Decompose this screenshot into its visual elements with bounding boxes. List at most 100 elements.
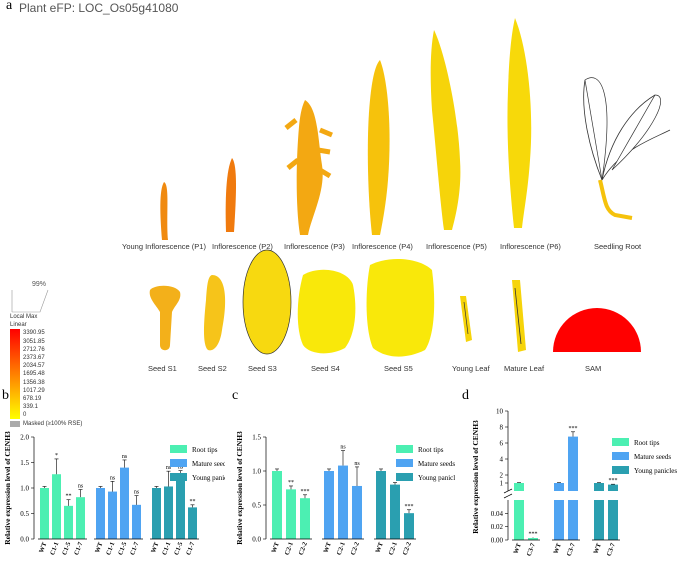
inflorescence-p5-shape	[430, 30, 461, 230]
seed-s5-shape	[366, 258, 435, 357]
inflorescence-p6-shape	[507, 18, 532, 228]
x-tick-label: C3-7	[606, 542, 617, 558]
x-tick-label: WT	[38, 541, 49, 554]
significance-label: ***	[609, 478, 618, 484]
y-axis-label: Relative expression level of CENH3	[471, 420, 480, 534]
x-tick-label: C2-2	[298, 541, 309, 556]
seedling-shoot-shape	[583, 79, 671, 181]
significance-label: ns	[122, 454, 128, 460]
significance-label: *	[55, 453, 58, 459]
legend-label: Root tips	[192, 446, 218, 454]
bar-lower	[568, 500, 578, 540]
sample-label: Mature Leaf	[504, 364, 545, 373]
legend-label: Young panicles	[192, 474, 225, 482]
seed-s3-shape	[242, 249, 292, 355]
bar	[132, 504, 141, 539]
legend-value: 1356.38	[23, 379, 45, 386]
sample-label: Seed S3	[248, 364, 277, 373]
sample-label: Young Inflorescence (P1)	[122, 242, 206, 251]
bar	[120, 467, 129, 539]
sample-label: Seed S2	[198, 364, 227, 373]
legend-label: Young panicles	[418, 474, 455, 482]
sample-label: Seed S1	[148, 364, 177, 373]
legend-value: 3390.95	[23, 330, 45, 337]
legend-swatch	[396, 445, 413, 453]
bar-upper	[554, 483, 564, 491]
sam-shape	[553, 308, 641, 352]
bar	[108, 491, 117, 539]
legend-percent: 99%	[32, 281, 47, 288]
sample-label: SAM	[585, 364, 602, 373]
legend-values: 3390.95 3051.85 2712.76 2373.67 2034.57 1695.…	[20, 329, 45, 419]
sample-label: Inflorescence (P3)	[284, 242, 345, 251]
x-tick-label: WT	[323, 541, 334, 554]
panel-label: c	[232, 388, 238, 403]
legend-label: Mature seeds	[634, 453, 671, 461]
bar	[64, 505, 73, 539]
bar-upper	[594, 483, 604, 491]
bar	[324, 471, 334, 539]
y-tick-label: 4	[500, 456, 504, 464]
y-tick-label: 0.5	[20, 510, 29, 518]
y-tick-label: 8	[500, 424, 504, 432]
significance-label: **	[288, 480, 294, 486]
x-tick-label: C2-1	[388, 541, 399, 556]
legend-value: 339.1	[23, 404, 39, 411]
bar	[352, 485, 362, 539]
mature-leaf-shape	[512, 280, 526, 352]
bar-lower	[528, 538, 538, 540]
bar-lower	[514, 500, 524, 540]
seed-s4-shape	[297, 269, 356, 354]
legend-curve-icon	[11, 289, 49, 313]
bar	[338, 465, 348, 539]
y-tick-label: 6	[500, 440, 504, 448]
bar	[96, 488, 105, 539]
axis-break-mark	[503, 488, 513, 494]
significance-label: ns	[354, 461, 360, 467]
x-tick-label: WT	[271, 541, 282, 554]
significance-label: ns	[340, 445, 346, 451]
inflorescence-p2-shape	[225, 158, 236, 232]
significance-label: ns	[78, 484, 84, 490]
legend-subtitle: Linear	[10, 322, 27, 329]
x-tick-label: WT	[150, 541, 161, 554]
x-tick-label: C1-7	[73, 541, 84, 557]
y-tick-label: 10	[496, 408, 504, 416]
bar	[286, 489, 296, 539]
y-axis-label: Relative expression level of CENH3	[3, 431, 12, 545]
legend-label: Mature seeds	[418, 460, 455, 468]
y-tick-label: 0.00	[491, 537, 504, 545]
bar	[300, 498, 310, 539]
legend-value: 0	[23, 412, 27, 419]
legend-title: Local Max	[10, 314, 38, 320]
axis-break-mark	[503, 493, 513, 499]
sample-label: Young Leaf	[452, 364, 490, 373]
bar	[272, 471, 282, 539]
y-tick-label: 1.0	[252, 468, 261, 476]
x-tick-label: WT	[513, 542, 524, 555]
sample-label: Inflorescence (P4)	[352, 242, 413, 251]
panel-a-label: a	[6, 0, 13, 13]
sample-label: Inflorescence (P6)	[500, 242, 561, 251]
efp-title: Plant eFP: LOC_Os05g41080	[19, 1, 179, 15]
x-tick-label: WT	[375, 541, 386, 554]
x-tick-label: C1-7	[185, 541, 196, 557]
seed-s2-shape	[204, 275, 226, 351]
y-tick-label: 1.5	[252, 434, 261, 442]
y-tick-label: 1.0	[20, 485, 29, 493]
legend-label: Root tips	[634, 439, 660, 447]
bar	[376, 471, 386, 539]
legend-value: 2373.67	[23, 355, 45, 362]
bar	[52, 474, 61, 539]
legend-swatch	[170, 459, 187, 467]
bar-lower	[608, 500, 618, 540]
legend-value: 3051.85	[23, 338, 45, 345]
bar	[188, 507, 197, 539]
x-tick-label: WT	[553, 542, 564, 555]
bar	[404, 513, 414, 539]
y-tick-label: 0.5	[252, 502, 261, 510]
x-tick-label: WT	[593, 542, 604, 555]
bar-lower	[594, 500, 604, 540]
bar	[152, 488, 161, 539]
bar-upper	[568, 436, 578, 491]
